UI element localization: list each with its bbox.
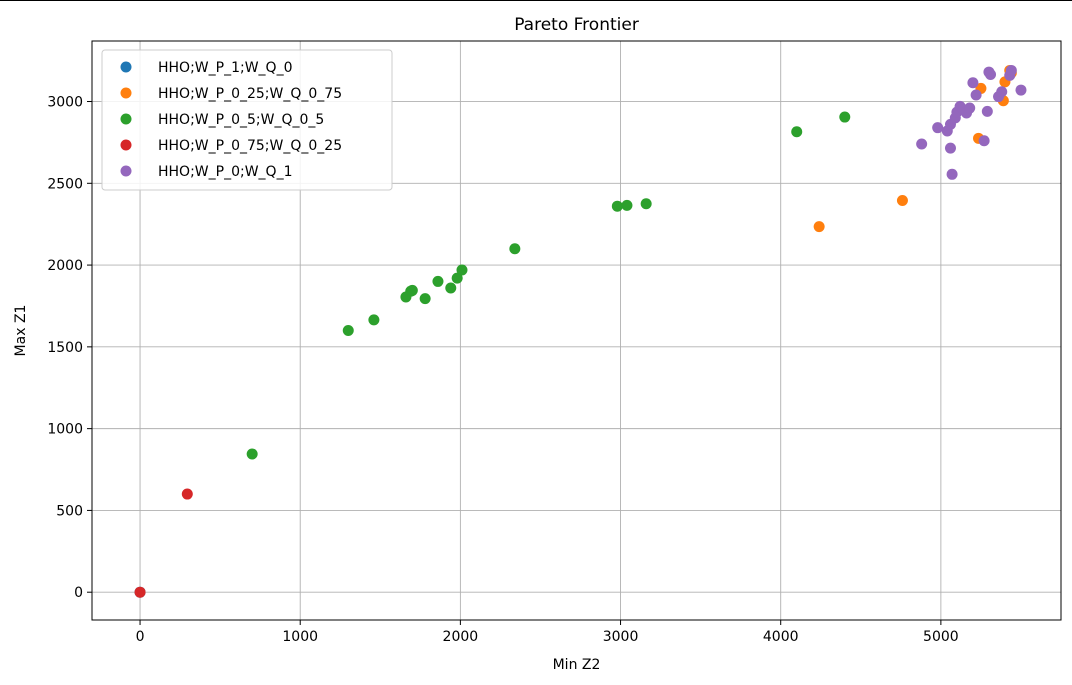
data-point	[621, 199, 633, 211]
data-point	[916, 138, 928, 150]
legend-marker	[120, 61, 132, 73]
x-tick-label: 3000	[603, 629, 639, 645]
legend-label: HHO;W_P_0_5;W_Q_0_5	[158, 112, 324, 128]
x-axis-title: Min Z2	[553, 657, 601, 673]
legend-label: HHO;W_P_0_25;W_Q_0_75	[158, 86, 342, 102]
data-point	[342, 325, 354, 336]
data-point	[970, 89, 982, 101]
legend-label: HHO;W_P_0;W_Q_1	[158, 164, 292, 180]
data-point	[509, 243, 521, 255]
data-point	[611, 200, 623, 212]
data-point	[978, 135, 990, 147]
window-top-border	[0, 0, 1072, 1]
y-tick-label: 2000	[47, 258, 83, 274]
data-point	[1015, 84, 1027, 96]
legend: HHO;W_P_1;W_Q_0 HHO;W_P_0_25;W_Q_0_75 HHO;…	[101, 49, 393, 191]
y-tick-label: 3000	[47, 95, 83, 111]
legend-marker	[120, 139, 132, 151]
data-point	[967, 77, 979, 89]
x-tick-label: 4000	[763, 629, 799, 645]
data-point	[839, 111, 851, 123]
data-point	[451, 272, 463, 284]
data-point	[445, 282, 457, 294]
plot-area-frame	[91, 40, 1062, 621]
data-point	[985, 69, 997, 81]
y-tick-label: 0	[74, 585, 83, 601]
data-point	[419, 293, 431, 305]
y-tick-label: 1500	[47, 340, 83, 356]
legend-marker	[120, 165, 132, 177]
data-point	[896, 194, 908, 206]
legend-label: HHO;W_P_1;W_Q_0	[158, 60, 292, 76]
data-point	[134, 586, 146, 598]
data-point	[368, 314, 380, 326]
legend-marker	[120, 113, 132, 125]
data-point	[813, 221, 825, 233]
data-point	[246, 448, 258, 460]
x-tick-label: 5000	[923, 629, 959, 645]
data-point	[996, 86, 1008, 98]
chart-title: Pareto Frontier	[514, 15, 639, 35]
y-axis-title: Max Z1	[13, 305, 29, 357]
legend-box	[101, 49, 393, 191]
data-point	[932, 122, 944, 134]
data-point	[946, 168, 958, 180]
data-point	[944, 142, 956, 154]
data-point	[640, 198, 652, 210]
y-tick-label: 2500	[47, 176, 83, 192]
y-tick-label: 500	[56, 503, 83, 519]
data-point	[791, 126, 803, 138]
legend-marker	[120, 87, 132, 99]
legend-label: HHO;W_P_0_75;W_Q_0_25	[158, 138, 342, 154]
data-point	[432, 275, 444, 287]
data-point	[456, 264, 468, 276]
data-point	[1005, 64, 1017, 76]
y-tick-label: 1000	[47, 422, 83, 438]
data-point	[964, 102, 976, 114]
data-point	[181, 488, 193, 500]
data-point	[981, 105, 993, 117]
x-tick-label: 2000	[443, 629, 479, 645]
axis-ticks: 0 1000 2000 3000 4000 5000 0 500 1000 1500 2000 250…	[47, 95, 958, 645]
x-tick-label: 0	[136, 629, 145, 645]
data-point	[406, 284, 418, 296]
data-points	[134, 64, 1027, 598]
x-tick-label: 1000	[282, 629, 318, 645]
